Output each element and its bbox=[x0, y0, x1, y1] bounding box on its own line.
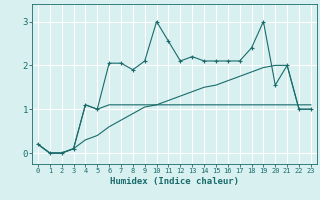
X-axis label: Humidex (Indice chaleur): Humidex (Indice chaleur) bbox=[110, 177, 239, 186]
